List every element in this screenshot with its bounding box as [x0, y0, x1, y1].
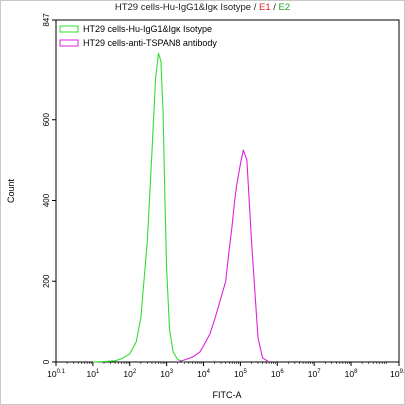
legend-label-1: HT29 cells-Hu-IgG1&Igκ Isotype	[83, 24, 212, 34]
x-tick-label: 104	[197, 369, 210, 379]
x-tick-label: 105	[234, 369, 247, 379]
y-tick-label: 600	[42, 113, 51, 127]
y-tick-label: 847	[42, 13, 51, 27]
x-axis-ticks: 100.1 101 102 103 104 105 106 107 108 109.3	[47, 362, 405, 379]
chart-title-separator: /	[270, 2, 279, 13]
y-tick-label: 400	[42, 193, 51, 207]
chart-title: HT29 cells-Hu-IgG1&Igκ Isotype / E1 / E2	[0, 2, 405, 13]
x-tick-label: 103	[160, 369, 173, 379]
y-tick-label: 200	[42, 274, 51, 288]
y-axis-ticks: 0 200 400 600 847	[42, 13, 56, 364]
legend-swatch-1	[59, 25, 79, 33]
x-tick-label: 100.1	[47, 369, 65, 379]
x-tick-label: 108	[345, 369, 358, 379]
gate-e2-label: E2	[278, 2, 291, 13]
chart-title-text: HT29 cells-Hu-IgG1&Igκ Isotype /	[114, 2, 259, 13]
x-tick-label: 107	[308, 369, 321, 379]
y-axis-label: Count	[6, 179, 16, 204]
series-group	[92, 52, 270, 363]
x-tick-label: 102	[123, 369, 136, 379]
series-line-2	[177, 149, 270, 363]
y-tick-label: 0	[42, 359, 51, 364]
x-axis-label: FITC-A	[213, 390, 242, 400]
gate-e1-label: E1	[258, 2, 271, 13]
legend-swatch-2	[59, 39, 79, 47]
legend-label-2: HT29 cells-anti-TSPAN8 antibody	[83, 38, 217, 48]
series-line-1	[92, 52, 185, 363]
x-tick-label: 109.3	[390, 369, 405, 379]
x-tick-label: 101	[86, 369, 99, 379]
x-tick-label: 106	[271, 369, 284, 379]
legend: HT29 cells-Hu-IgG1&Igκ Isotype HT29 cells…	[59, 24, 217, 48]
plot-area	[55, 19, 400, 363]
